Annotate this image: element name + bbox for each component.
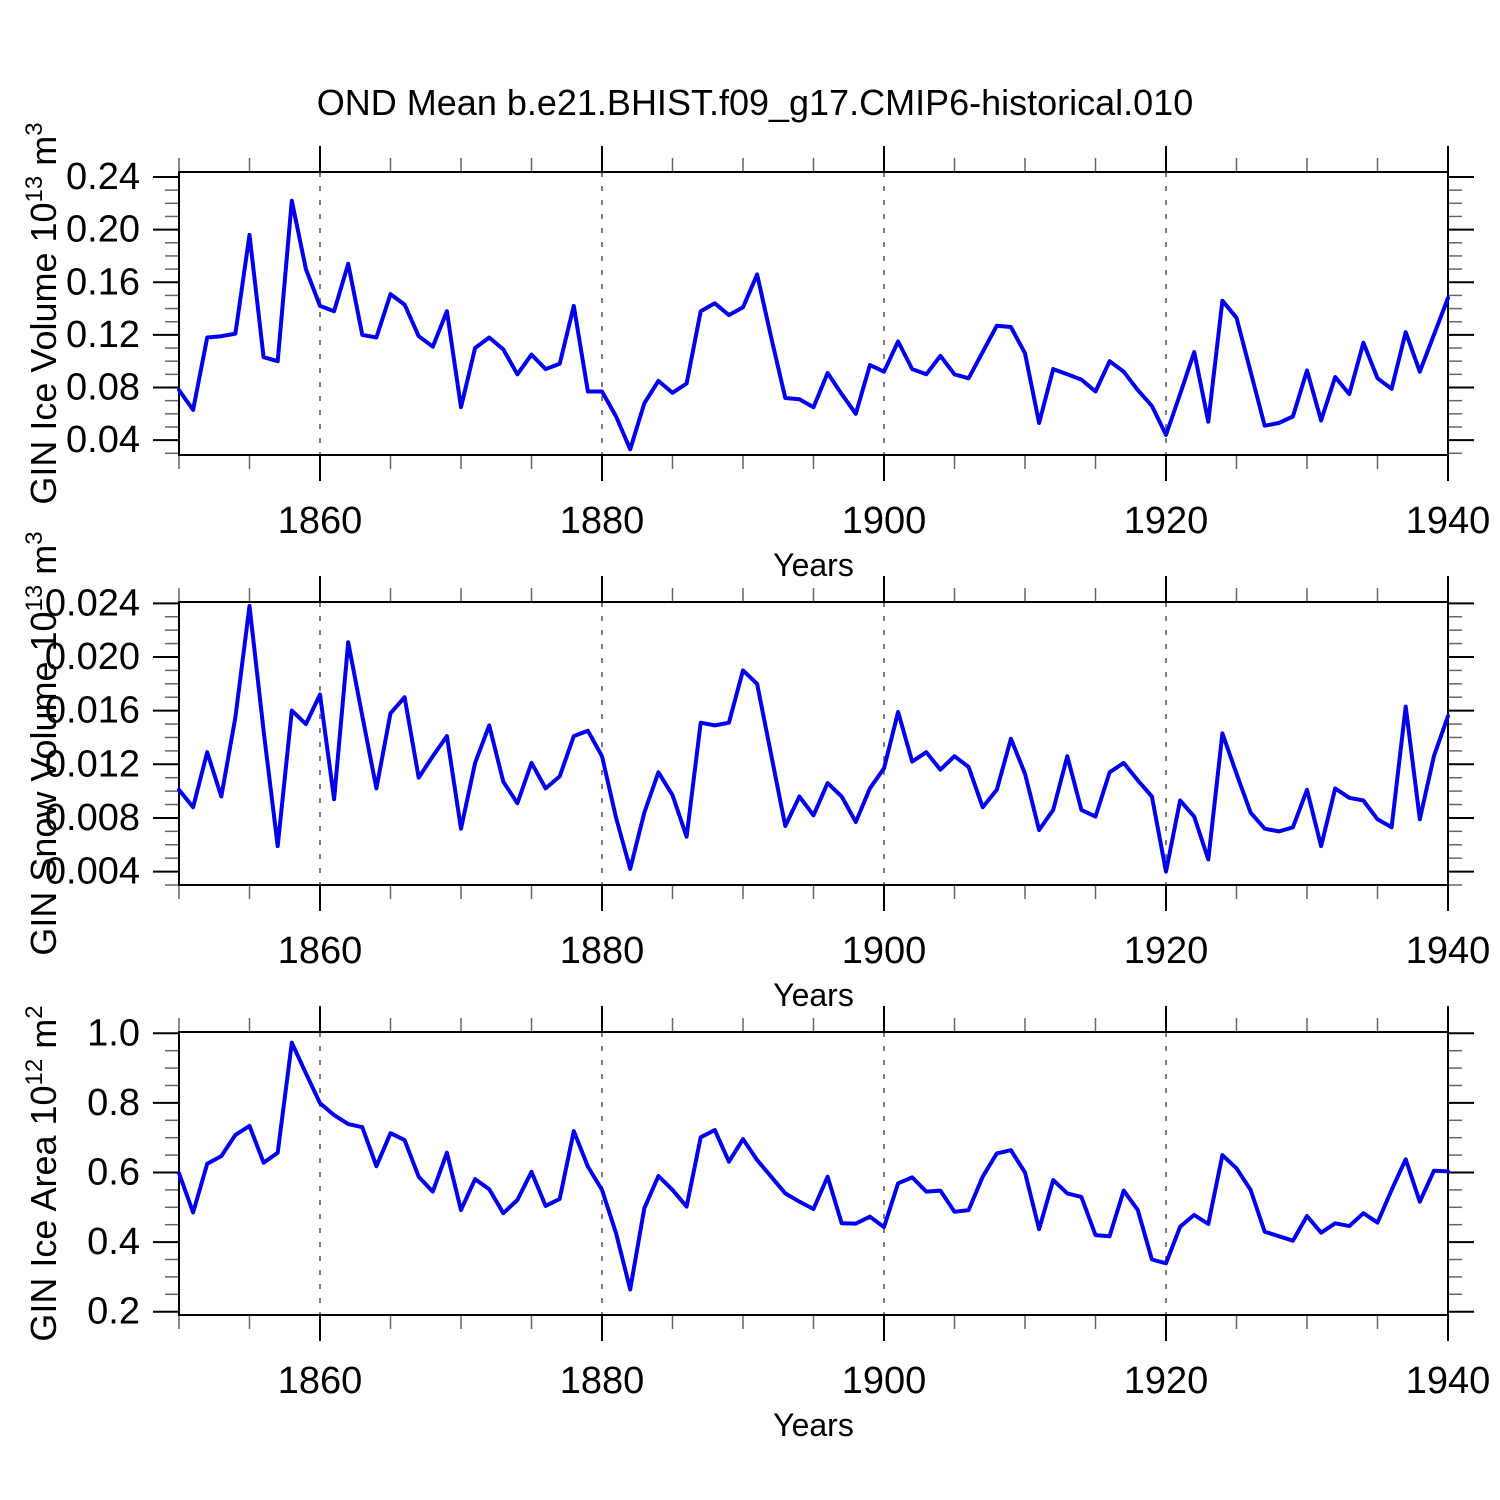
series-line-2: [177, 604, 1450, 874]
panel-2: 0.004 0.008 0.012 0.016 0.020 0.024 1860 1880 19…: [21, 531, 1490, 972]
y-tick-label: 0.8: [87, 1082, 140, 1124]
plot-frame: [178, 171, 1449, 456]
y-tick-label: 0.4: [87, 1221, 140, 1263]
panel-3: 0.2 0.4 0.6 0.8 1.0 1860 1880 1900 1920 1940 GIN I…: [21, 1005, 1490, 1402]
x-tick-label: 1860: [278, 500, 363, 542]
y-tick-label: 0.20: [66, 209, 140, 251]
plot-frame: [178, 1031, 1449, 1316]
x-tick-label: 1940: [1406, 930, 1491, 972]
y-axis-label: GIN Ice Area 1012 m2: [21, 1005, 64, 1341]
x-tick-label: 1900: [842, 500, 927, 542]
y-tick-label: 0.24: [66, 156, 140, 198]
y-tick-label: 0.008: [45, 797, 140, 839]
y-tick-label: 0.16: [66, 261, 140, 303]
x-axis-label-panel-3: Years: [773, 1407, 854, 1443]
y-tick-label: 0.2: [87, 1291, 140, 1333]
y-tick-label: 0.016: [45, 690, 140, 732]
y-tick-label: 0.04: [66, 419, 140, 461]
x-axis-label-panel-2: Years: [773, 977, 854, 1013]
series-line-3: [177, 1040, 1450, 1292]
y-tick-label: 0.020: [45, 636, 140, 678]
panel-1: 0.04 0.08 0.12 0.16 0.20 0.24 1860 1880 1900 1920…: [21, 122, 1490, 542]
y-tick-label: 1.0: [87, 1012, 140, 1054]
x-tick-label: 1940: [1406, 1360, 1491, 1402]
chart-title: OND Mean b.e21.BHIST.f09_g17.CMIP6-histo…: [316, 82, 1194, 123]
y-tick-label: 0.004: [45, 851, 140, 893]
x-tick-label: 1880: [560, 1360, 645, 1402]
x-tick-label: 1900: [842, 930, 927, 972]
x-tick-label: 1920: [1124, 500, 1209, 542]
x-tick-label: 1880: [560, 930, 645, 972]
x-tick-label: 1880: [560, 500, 645, 542]
x-tick-label: 1860: [278, 1360, 363, 1402]
x-tick-label: 1900: [842, 1360, 927, 1402]
y-axis-label: GIN Snow Volume 1013 m3: [21, 531, 64, 955]
x-tick-label: 1920: [1124, 1360, 1209, 1402]
y-tick-label: 0.024: [45, 582, 140, 624]
y-tick-label: 0.6: [87, 1151, 140, 1193]
y-axis-label: GIN Ice Volume 1013 m3: [21, 122, 64, 504]
y-tick-label: 0.08: [66, 367, 140, 409]
y-tick-label: 0.012: [45, 743, 140, 785]
plot-frame: [178, 601, 1449, 886]
x-tick-label: 1920: [1124, 930, 1209, 972]
x-tick-label: 1860: [278, 930, 363, 972]
x-tick-label: 1940: [1406, 500, 1491, 542]
y-tick-label: 0.12: [66, 314, 140, 356]
series-line-1: [177, 198, 1450, 452]
x-axis-label-panel-1: Years: [773, 547, 854, 583]
